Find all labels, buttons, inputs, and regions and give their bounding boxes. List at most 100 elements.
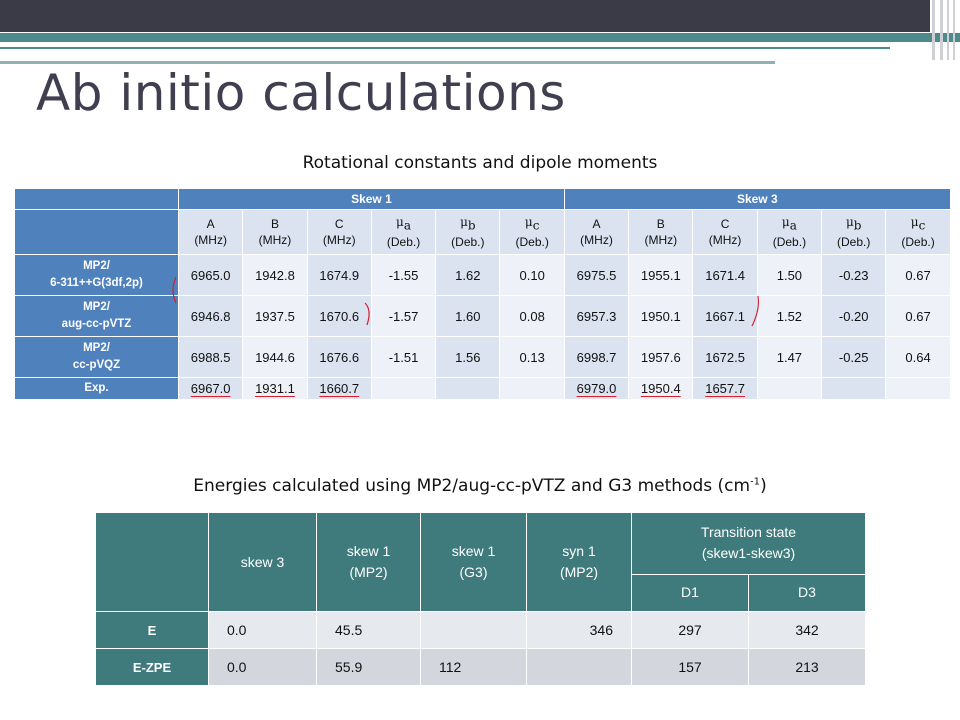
header-stripe — [940, 0, 943, 60]
table-cell: 112 — [420, 648, 527, 686]
transition-state-subheader: D1 — [631, 573, 749, 613]
column-symbol: μ — [845, 215, 854, 230]
table-cell: 1.62 — [435, 254, 501, 296]
energy-column-header: skew 3 — [208, 512, 317, 612]
cell-value: -0.23 — [838, 267, 869, 283]
column-header: μc (Deb.) — [499, 209, 565, 255]
cell-value: 1674.9 — [319, 267, 360, 283]
row-label-method: MP2/ — [83, 260, 110, 272]
table2-caption-text: Energies calculated using MP2/aug-cc-pVT… — [193, 476, 751, 496]
header-stripe — [953, 0, 955, 60]
table-cell: 0.08 — [499, 295, 565, 337]
column-unit: (Deb.) — [837, 234, 871, 249]
header-bar-dark — [0, 0, 930, 32]
column-symbol-subscript: c — [918, 218, 926, 233]
table-cell: 0.67 — [885, 254, 951, 296]
column-unit: (MHz) — [194, 233, 227, 247]
cell-value: 1670.6 — [319, 308, 360, 324]
table-cell — [499, 377, 565, 400]
table-cell: 0.13 — [499, 336, 565, 378]
column-symbol: A — [206, 217, 215, 231]
cell-value: 0.67 — [905, 308, 931, 324]
row-label-method: Exp. — [84, 382, 109, 394]
column-symbol-subscript: b — [853, 218, 862, 233]
cell-value: -1.55 — [388, 267, 419, 283]
column-symbol: μ — [524, 215, 533, 230]
table-cell: -1.57 — [370, 295, 437, 337]
table-cell: 1937.5 — [242, 295, 308, 337]
cell-value: -1.51 — [388, 349, 419, 365]
cell-value: -1.57 — [388, 308, 419, 324]
column-symbol-subscript: a — [403, 218, 412, 233]
table-cell: -0.20 — [821, 295, 887, 337]
table-cell: 1.47 — [756, 336, 823, 378]
column-symbol: μ — [396, 215, 404, 230]
group-header-skew3: Skew 3 — [563, 188, 951, 210]
column-header: μa (Deb.) — [370, 209, 437, 255]
column-unit: (Deb.) — [901, 234, 935, 249]
column-header: C (MHz) — [692, 209, 758, 255]
cell-value: 0.67 — [905, 267, 931, 283]
row-label: MP2/aug-cc-pVTZ — [14, 295, 179, 337]
table-cell: 1660.7 — [306, 377, 372, 400]
cell-value: 1931.1 — [255, 381, 295, 396]
column-unit: (MHz) — [258, 233, 292, 247]
cell-value: 1955.1 — [640, 267, 681, 283]
cell-value: 6965.0 — [190, 267, 231, 283]
table-cell: 157 — [631, 648, 749, 686]
table-cell: 1670.6 — [306, 295, 372, 337]
table-cell — [370, 377, 437, 400]
column-symbol: μ — [910, 215, 919, 230]
column-symbol: A — [592, 217, 601, 231]
table-cell: 1.50 — [756, 254, 823, 296]
cell-value: 0.13 — [519, 349, 545, 365]
table-cell: 1950.1 — [628, 295, 694, 337]
table-cell: 1955.1 — [628, 254, 694, 296]
cell-value: 1.62 — [455, 267, 481, 283]
column-header: B (MHz) — [628, 209, 694, 255]
table-cell — [420, 611, 527, 649]
cell-value: 1.50 — [776, 267, 803, 283]
cell-value: -0.25 — [838, 349, 869, 365]
cell-value: 1676.6 — [319, 349, 360, 365]
energy-column-header: skew 1 (MP2) — [316, 512, 421, 612]
table-row: MP2/aug-cc-pVTZ 6946.8 1937.5 1670.6 -1.57 1.… — [14, 295, 951, 337]
table-cell: -1.51 — [370, 336, 437, 378]
column-symbol-subscript: a — [789, 218, 797, 233]
table-cell: 0.0 — [208, 648, 317, 686]
table-cell: 1674.9 — [306, 254, 372, 296]
cell-value: -0.20 — [838, 308, 869, 324]
table-cell: 1931.1 — [242, 377, 308, 400]
column-symbol: μ — [460, 215, 468, 230]
table2-subheader-row: D1 D3 — [96, 573, 867, 613]
group-header-skew1: Skew 1 — [178, 188, 565, 210]
header-stripe — [932, 0, 935, 60]
table-cell: 55.9 — [316, 648, 421, 686]
rotational-constants-table: Skew 1 Skew 3 A (MHz) B (MHz) C (MHz) μa (Deb.) μb… — [14, 188, 951, 400]
row-label: E-ZPE — [95, 648, 209, 686]
table1-subheader-corner — [14, 209, 179, 255]
column-symbol-subscript: c — [532, 218, 540, 233]
column-unit: (Deb.) — [386, 234, 421, 249]
table-cell — [885, 377, 951, 400]
table-cell: 1957.6 — [628, 336, 694, 378]
red-bracket-mid — [364, 302, 370, 326]
table-cell: 0.10 — [499, 254, 565, 296]
header-stripe — [947, 0, 949, 60]
table2-caption: Energies calculated using MP2/aug-cc-pVT… — [0, 476, 960, 496]
table-row: E-ZPE 0.0 55.9 112 157 213 — [95, 648, 867, 686]
cell-value: 6957.3 — [576, 308, 617, 324]
column-symbol: C — [334, 217, 344, 231]
column-unit: (Deb.) — [451, 234, 485, 249]
table-cell: 1667.1 — [692, 295, 758, 337]
table2-corner-cell — [95, 512, 209, 612]
cell-value: 1.60 — [455, 308, 481, 324]
column-symbol: B — [656, 217, 665, 231]
table-cell — [435, 377, 501, 400]
column-header: C (MHz) — [306, 209, 372, 255]
energies-table: skew 3 skew 1 (MP2) skew 1 (G3) syn 1 (MP2)… — [95, 512, 867, 686]
table-cell — [756, 377, 823, 400]
table-cell: 1671.4 — [692, 254, 758, 296]
cell-value: 0.08 — [519, 308, 545, 324]
